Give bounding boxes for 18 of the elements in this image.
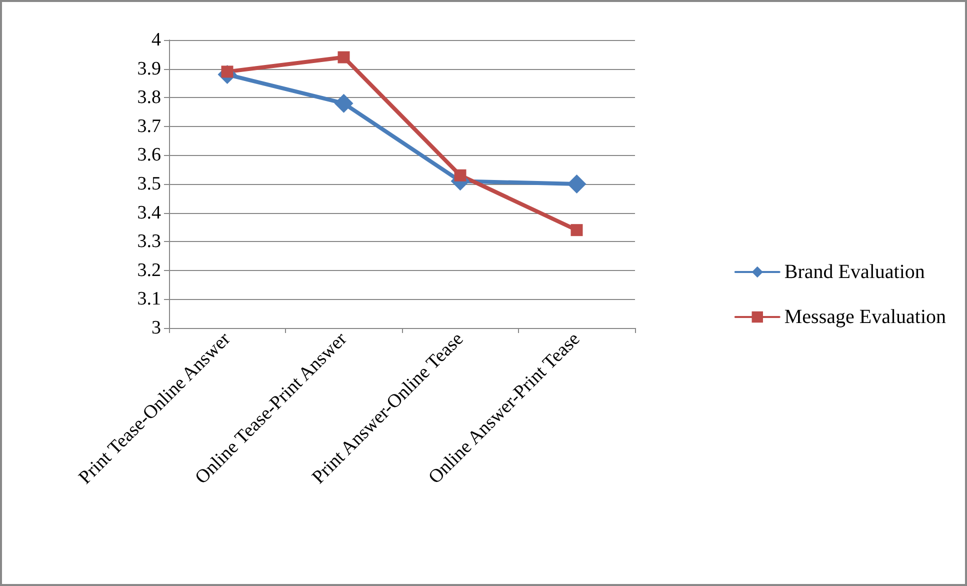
y-tick-label: 3.4 [137,202,162,224]
y-tick-label: 3.9 [137,58,161,80]
y-tick-label: 3.6 [137,144,161,166]
y-tick-label: 3.7 [137,116,161,137]
y-tick-label: 3 [152,318,161,338]
point [338,51,350,64]
point [334,94,354,113]
y-tick-label: 3.2 [137,260,161,281]
y-tick-label: 3.8 [137,87,161,108]
point [570,224,583,236]
legend-label: Message Evaluation [784,306,946,328]
y-tick-label: 4 [152,30,162,50]
y-tick-label: 3.1 [137,288,161,310]
y-tick-label: 3.3 [137,231,161,252]
y-tick-label: 3.5 [137,174,161,194]
point [454,169,466,182]
point [567,174,586,194]
legend-label: Brand Evaluation [784,261,925,283]
